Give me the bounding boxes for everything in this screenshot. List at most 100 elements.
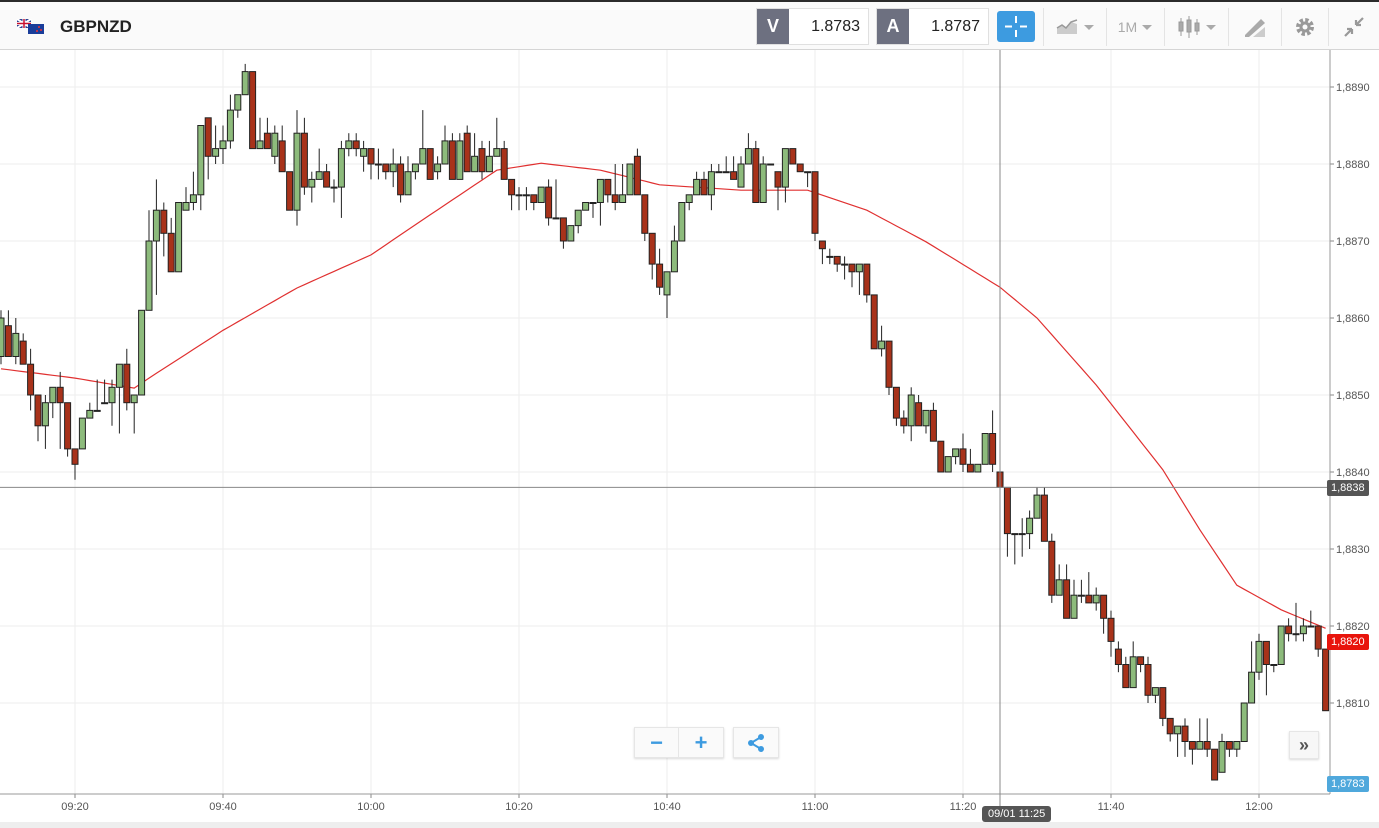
candle <box>648 232 656 280</box>
candle <box>1085 572 1093 604</box>
candle <box>145 210 153 311</box>
candle <box>1026 510 1034 549</box>
gb-nz-flag-icon <box>17 19 44 34</box>
candle-body-up <box>293 132 301 211</box>
ma-line <box>0 162 1326 629</box>
candle-body-down <box>508 178 516 196</box>
candle <box>574 209 582 234</box>
candle <box>818 240 826 265</box>
buy-label: A <box>877 9 909 44</box>
x-tick-label: 10:00 <box>357 801 385 813</box>
candle-body-up <box>974 463 982 473</box>
candle-body-up <box>404 171 412 196</box>
candle <box>78 417 86 450</box>
candle-body-down <box>900 417 908 427</box>
candle <box>885 340 893 395</box>
candle <box>1077 579 1085 603</box>
candle-body-down <box>1203 741 1211 750</box>
candle <box>1240 702 1248 742</box>
candle-body-up <box>411 163 419 173</box>
candle <box>892 386 900 426</box>
candle <box>582 202 590 211</box>
candle-body-up <box>878 340 886 350</box>
candle-body-down <box>937 440 945 473</box>
candle-body-up <box>86 409 94 419</box>
candle-body-up <box>522 194 530 197</box>
candle-body-down <box>989 433 997 465</box>
candle <box>1211 748 1219 781</box>
buy-price-button[interactable]: A 1.8787 <box>876 8 989 45</box>
candle-body-down <box>1211 748 1219 781</box>
candle-body-down <box>1100 594 1108 619</box>
candle-style-button[interactable] <box>1164 8 1227 46</box>
zoom-out-button[interactable]: − <box>635 728 679 757</box>
chart-type-button[interactable] <box>1043 8 1105 46</box>
crosshair-lines <box>0 50 1330 806</box>
candle-body-down <box>64 402 72 450</box>
candle-body-down <box>789 148 797 165</box>
candle-body-up <box>389 163 397 173</box>
candlestick-chart[interactable]: 1,88901,88801,88701,88601,88501,88401,88… <box>0 50 1379 822</box>
candle <box>456 133 464 180</box>
y-tick-label: 1,8890 <box>1336 82 1370 94</box>
collapse-button[interactable] <box>1328 8 1379 46</box>
collapse-icon <box>1344 17 1364 37</box>
candle-body-up <box>493 148 501 157</box>
candle <box>515 187 523 211</box>
settings-button[interactable] <box>1281 8 1327 46</box>
candle-body-down <box>1003 486 1011 535</box>
candle-body-up <box>1129 656 1137 689</box>
zoom-controls: − + <box>634 727 724 758</box>
candle-body-down <box>774 171 782 188</box>
candle-body-down <box>478 148 486 173</box>
sell-price-button[interactable]: V 1.8783 <box>756 8 869 45</box>
candle-body-up <box>12 332 20 357</box>
candle-body-down <box>1322 648 1330 712</box>
candles <box>0 63 1330 781</box>
buy-price: 1.8787 <box>931 17 980 35</box>
candle-body-up <box>308 178 316 188</box>
x-tick-label: 09:40 <box>209 801 237 813</box>
candle-body-down <box>1225 741 1233 750</box>
candle-body-up <box>1255 640 1263 673</box>
candle-body-down <box>1166 717 1174 735</box>
candle-body-up <box>1070 594 1078 619</box>
candle-body-down <box>1085 594 1093 604</box>
candle-body-up <box>1307 625 1315 628</box>
candle-body-down <box>1040 494 1048 542</box>
candle-body-down <box>752 148 760 203</box>
candle-body-up <box>138 309 146 396</box>
candle-body-down <box>559 217 567 242</box>
candle-body-up <box>678 202 686 242</box>
crosshair-button[interactable] <box>997 11 1035 42</box>
candle <box>678 202 686 242</box>
candle-body-down <box>160 209 168 234</box>
candle-body-up <box>360 148 368 157</box>
candle-body-up <box>1233 741 1241 750</box>
candle-body-up <box>374 163 382 166</box>
draw-tools-button[interactable] <box>1228 8 1280 46</box>
timeframe-dropdown[interactable]: 1M <box>1106 8 1163 46</box>
share-button[interactable] <box>733 727 779 758</box>
candle <box>360 140 368 172</box>
candle-body-up <box>41 402 49 427</box>
candle <box>855 263 863 295</box>
zoom-in-button[interactable]: + <box>694 729 708 755</box>
x-tick-label: 11:40 <box>1098 801 1125 813</box>
candle <box>670 225 678 273</box>
scroll-right-button[interactable]: » <box>1289 731 1319 759</box>
candle-body-down <box>1285 625 1293 635</box>
candle <box>1262 640 1270 696</box>
candle-body-up <box>922 409 930 427</box>
candle <box>929 402 937 442</box>
candle-body-down <box>27 363 35 396</box>
candle-body-up <box>1092 594 1100 604</box>
candle <box>1322 648 1330 712</box>
candle <box>508 178 516 211</box>
candle <box>981 433 989 465</box>
candle <box>49 386 57 419</box>
candle-body-down <box>811 171 819 234</box>
candle-body-up <box>567 225 575 242</box>
candle <box>545 179 553 226</box>
candle <box>559 217 567 249</box>
